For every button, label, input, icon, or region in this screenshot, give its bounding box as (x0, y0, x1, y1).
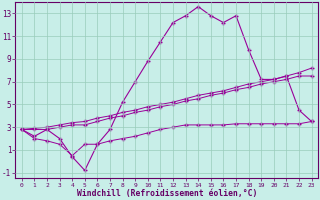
X-axis label: Windchill (Refroidissement éolien,°C): Windchill (Refroidissement éolien,°C) (76, 189, 257, 198)
